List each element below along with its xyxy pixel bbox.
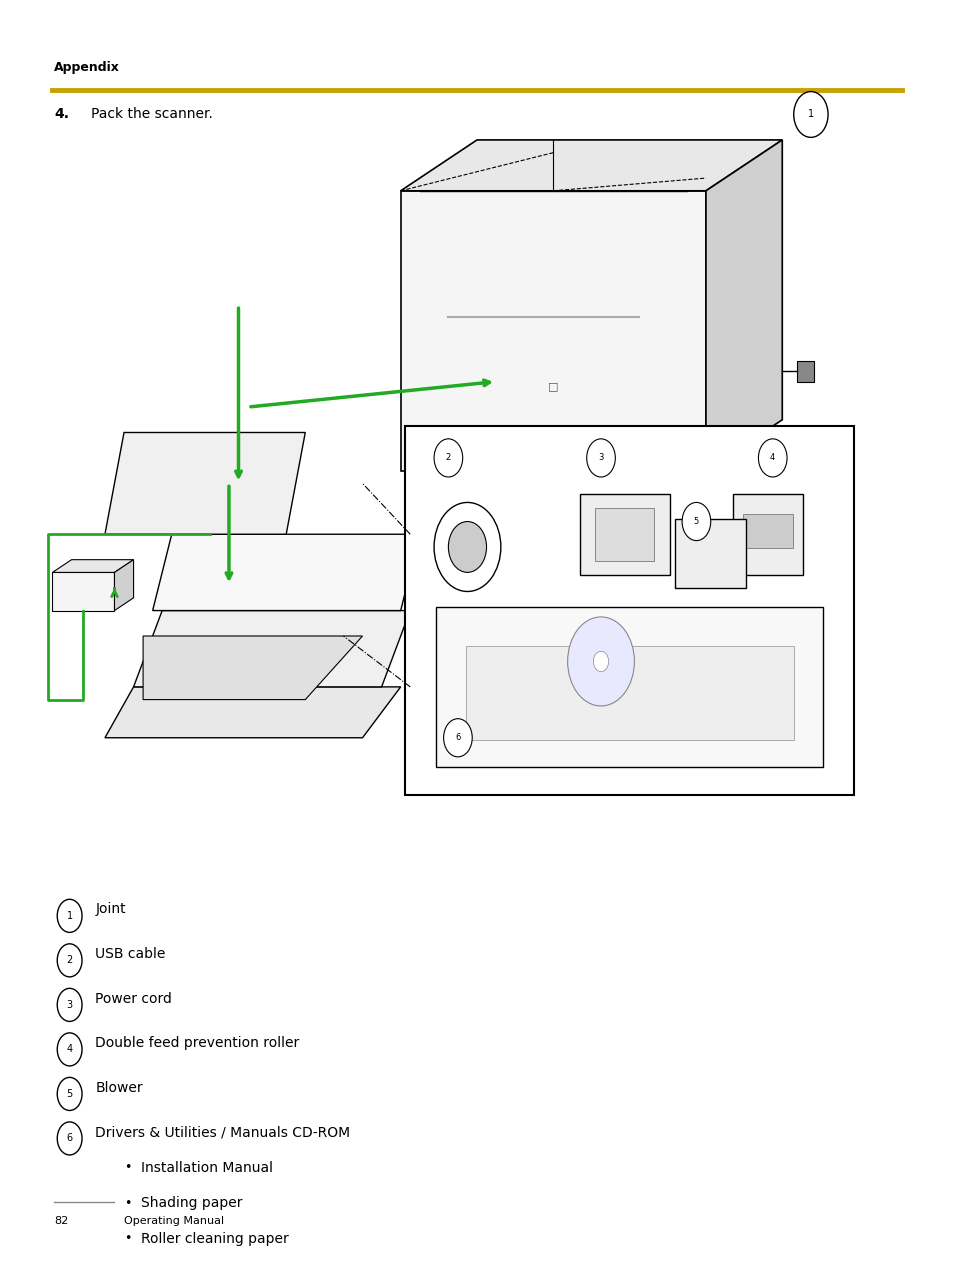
FancyBboxPatch shape (732, 494, 802, 575)
Polygon shape (52, 560, 133, 572)
Text: Operating Manual: Operating Manual (124, 1216, 224, 1226)
Text: Power cord: Power cord (95, 991, 172, 1006)
Circle shape (448, 522, 486, 572)
Circle shape (567, 617, 634, 706)
Text: Pack the scanner.: Pack the scanner. (91, 107, 213, 121)
Text: 2: 2 (67, 955, 72, 965)
FancyBboxPatch shape (579, 494, 669, 575)
Polygon shape (114, 560, 133, 611)
Polygon shape (105, 432, 305, 534)
Polygon shape (705, 140, 781, 471)
Circle shape (681, 502, 710, 541)
Circle shape (57, 1122, 82, 1155)
Polygon shape (52, 572, 114, 611)
Text: USB cable: USB cable (95, 946, 166, 962)
Text: Blower: Blower (95, 1080, 143, 1095)
Polygon shape (400, 140, 781, 191)
Circle shape (434, 502, 500, 591)
Circle shape (593, 651, 608, 672)
Circle shape (793, 92, 827, 137)
Text: 4: 4 (67, 1044, 72, 1054)
FancyBboxPatch shape (595, 508, 654, 561)
FancyBboxPatch shape (48, 165, 905, 890)
Text: Double feed prevention roller: Double feed prevention roller (95, 1035, 299, 1051)
Text: 6: 6 (455, 733, 460, 743)
Text: Roller cleaning paper: Roller cleaning paper (141, 1231, 289, 1247)
Circle shape (57, 944, 82, 977)
Text: 5: 5 (67, 1089, 72, 1099)
FancyBboxPatch shape (405, 426, 853, 795)
Text: Joint: Joint (95, 902, 126, 917)
Text: 3: 3 (598, 453, 603, 463)
Text: 1: 1 (807, 109, 813, 120)
Circle shape (57, 988, 82, 1021)
FancyBboxPatch shape (742, 514, 792, 548)
FancyBboxPatch shape (436, 607, 822, 767)
Polygon shape (400, 191, 705, 471)
Text: Installation Manual: Installation Manual (141, 1160, 273, 1175)
Polygon shape (152, 534, 419, 611)
Text: Drivers & Utilities / Manuals CD-ROM: Drivers & Utilities / Manuals CD-ROM (95, 1124, 350, 1140)
Text: 5: 5 (693, 516, 699, 527)
Circle shape (57, 1033, 82, 1066)
FancyBboxPatch shape (675, 519, 745, 588)
Text: •: • (124, 1197, 132, 1210)
Text: 6: 6 (67, 1133, 72, 1144)
Text: 4: 4 (769, 453, 775, 463)
Text: 82: 82 (54, 1216, 69, 1226)
Text: Appendix: Appendix (54, 61, 120, 74)
Circle shape (57, 899, 82, 932)
Circle shape (758, 439, 786, 477)
FancyBboxPatch shape (465, 646, 793, 740)
Text: •: • (124, 1233, 132, 1245)
Text: 2: 2 (445, 453, 451, 463)
Circle shape (434, 439, 462, 477)
Polygon shape (143, 636, 362, 700)
Text: Shading paper: Shading paper (141, 1196, 242, 1211)
Text: •: • (124, 1161, 132, 1174)
Text: 1: 1 (67, 911, 72, 921)
Circle shape (586, 439, 615, 477)
Text: □: □ (547, 382, 558, 392)
Polygon shape (105, 687, 400, 738)
FancyBboxPatch shape (796, 361, 813, 382)
Polygon shape (133, 611, 410, 687)
Text: 3: 3 (67, 1000, 72, 1010)
Circle shape (57, 1077, 82, 1110)
Text: 4.: 4. (54, 107, 70, 121)
Circle shape (443, 719, 472, 757)
